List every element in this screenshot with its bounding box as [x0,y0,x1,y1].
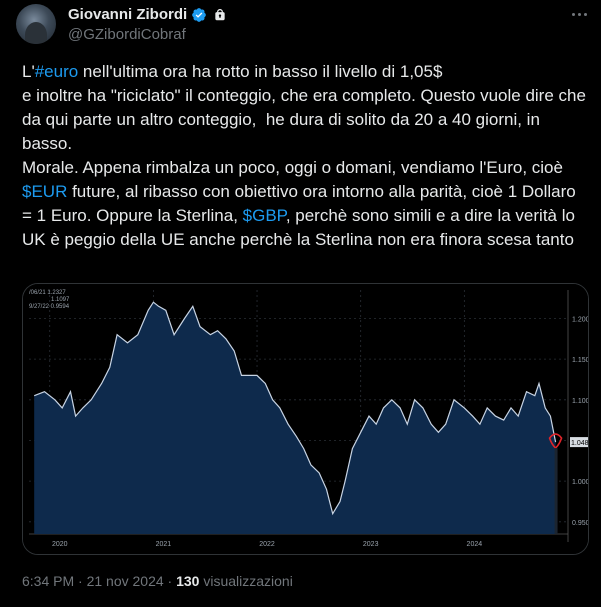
x-tick-label: 2023 [363,541,379,548]
tweet-timestamp[interactable]: 6:34 PM · 21 nov 2024 · [22,573,177,589]
hashtag-euro-link[interactable]: #euro [34,62,79,81]
y-tick-label: 1.100 [572,398,588,405]
more-options-icon[interactable] [568,4,590,24]
avatar[interactable] [16,4,56,44]
lock-icon [215,8,225,20]
tweet-text-part: nell'ultima ora ha rotto in basso il liv… [22,62,586,177]
chart-info-line: /06/21 1.2327 [29,290,66,296]
cashtag-eur-link[interactable]: $EUR [22,182,68,201]
y-tick-label: 1.150 [572,357,588,364]
y-tick-label: 1.000 [572,479,588,486]
x-tick-label: 2021 [156,541,172,548]
chart-info-line: 9/27/22 0.9594 [29,304,70,310]
last-price-box [570,437,588,448]
views-count: 130 [176,573,200,589]
last-price-label: 1.048 [571,440,588,447]
verified-badge-icon [192,7,207,22]
views-label: visualizzazioni [199,573,293,589]
series-line [33,301,557,516]
author-handle[interactable]: @GZibordiCobraf [68,26,186,43]
x-tick-label: 2022 [259,541,275,548]
tweet-text-part: , perchè sono simili e a dire la verità … [22,206,580,249]
tweet-text-part: future, al ribasso con obiettivo ora int… [22,182,581,225]
tweet-text-part: L' [22,62,35,81]
x-tick-label: 2020 [52,541,68,548]
last-bar [554,448,558,534]
x-tick-label: 2024 [467,541,483,548]
circle-marker [548,433,563,450]
tweet-footer: 6:34 PM · 21 nov 2024 · 130 visualizzazi… [22,573,293,589]
author-row: Giovanni Zibordi [68,6,227,23]
cashtag-gbp-link[interactable]: $GBP [242,206,286,225]
tweet-text: L'#euro nell'ultima ora ha rotto in bass… [22,60,587,252]
chart-info-line: 1.1097 [51,297,70,303]
series-area [34,302,556,534]
y-tick-label: 1.200 [572,316,588,323]
author-name[interactable]: Giovanni Zibordi [68,6,188,23]
y-tick-label: 0.950 [572,520,588,527]
